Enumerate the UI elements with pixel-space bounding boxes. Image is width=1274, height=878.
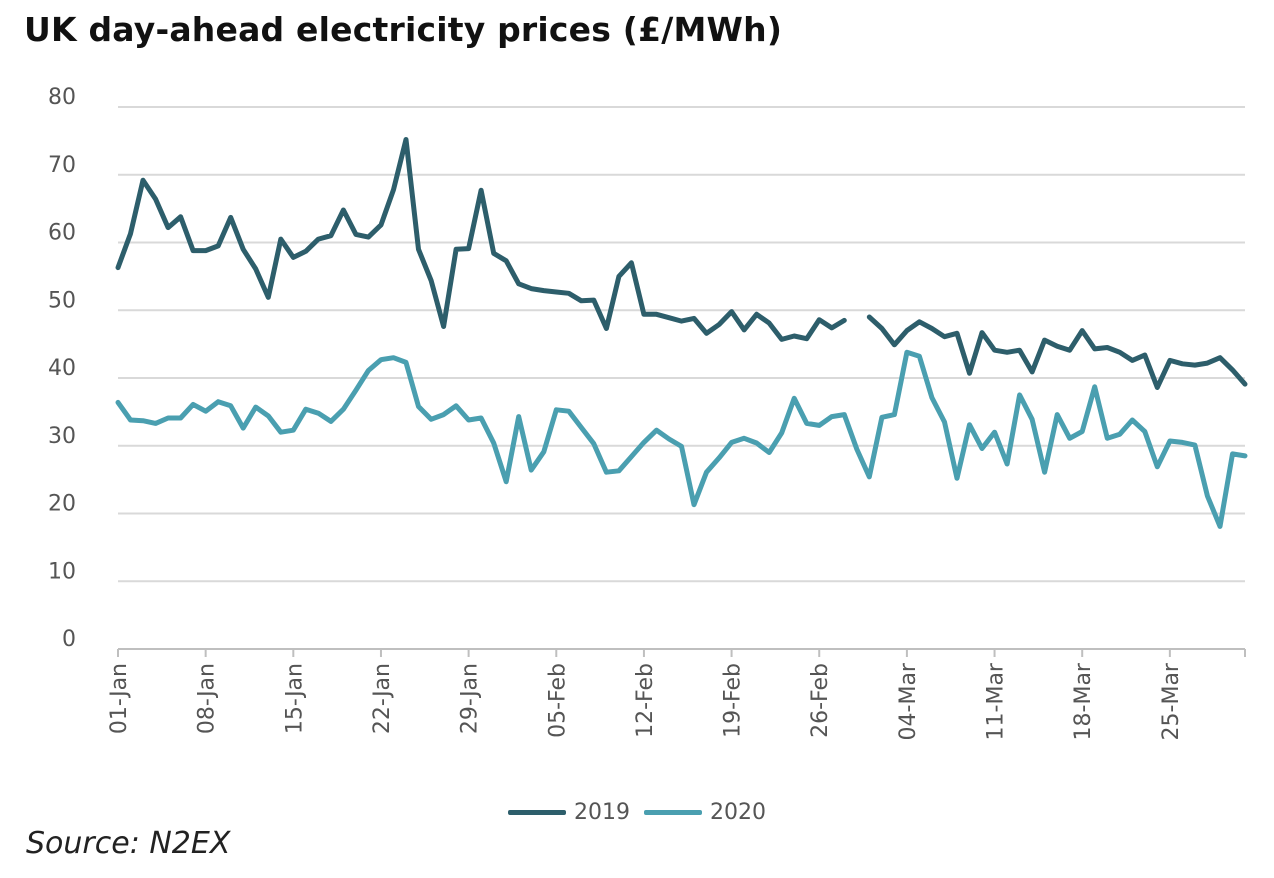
y-tick-label: 80	[48, 85, 76, 110]
chart-title: UK day-ahead electricity prices (£/MWh)	[24, 10, 783, 49]
y-tick-label: 20	[48, 492, 76, 517]
x-axis-ticks: 01-Jan 08-Jan 15-Jan 22-Jan 29-Jan 05-Feb 12-F…	[107, 662, 1184, 740]
y-tick-label: 50	[48, 288, 76, 313]
x-tick-label: 25-Mar	[1159, 662, 1184, 740]
series-line-2020	[115, 349, 1248, 529]
legend-label-2019: 2019	[574, 800, 630, 825]
legend-label-2020: 2020	[710, 800, 766, 825]
legend-item-2020[interactable]: 2020	[644, 800, 766, 825]
x-tick-label: 26-Feb	[808, 663, 833, 738]
series-line-2019	[115, 137, 1248, 390]
y-tick-label: 0	[62, 627, 76, 652]
x-tick-label: 11-Mar	[984, 662, 1009, 740]
x-tick-label: 18-Mar	[1071, 662, 1096, 740]
x-axis	[117, 648, 1246, 657]
legend-item-2019[interactable]: 2019	[508, 800, 630, 825]
y-tick-label: 70	[48, 153, 76, 178]
x-tick-label: 29-Jan	[458, 663, 483, 734]
series-lines	[115, 137, 1248, 529]
y-axis-ticks: 0 10 20 30 40 50 60 70 80	[48, 85, 76, 652]
x-tick-label: 04-Mar	[896, 662, 921, 740]
y-tick-label: 60	[48, 221, 76, 246]
x-tick-label: 01-Jan	[107, 663, 132, 734]
y-tick-label: 10	[48, 559, 76, 584]
x-tick-label: 15-Jan	[282, 663, 307, 734]
y-tick-label: 40	[48, 356, 76, 381]
x-tick-label: 08-Jan	[195, 663, 220, 734]
x-tick-label: 19-Feb	[721, 663, 746, 738]
legend-swatch-2019	[508, 810, 566, 815]
x-tick-label: 05-Feb	[545, 663, 570, 738]
line-chart: 0 10 20 30 40 50 60 70 80 01-Jan 08-Jan 15-Jan 22-J…	[48, 85, 1248, 740]
source-note: Source: N2EX	[26, 826, 231, 861]
x-tick-label: 22-Jan	[370, 663, 395, 734]
x-tick-label: 12-Feb	[633, 663, 658, 738]
y-tick-label: 30	[48, 424, 76, 449]
legend: 2019 2020	[0, 800, 1274, 825]
legend-swatch-2020	[644, 810, 702, 815]
